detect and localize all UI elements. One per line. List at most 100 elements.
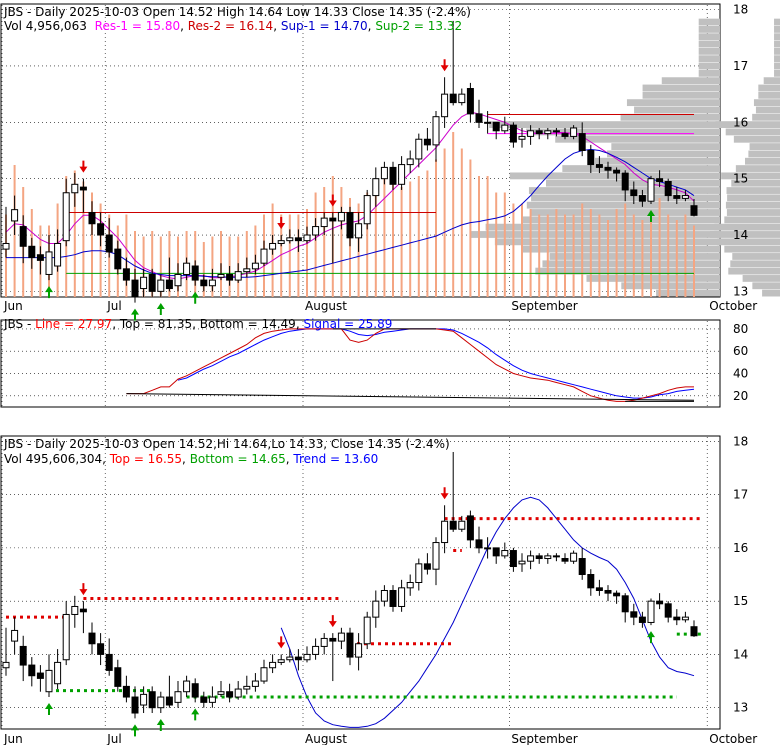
trend-candle-body-36 [312,645,320,655]
volume-profile-bar-14 [528,187,720,194]
volume-bar-16 [142,236,145,297]
volume-profile-bar-9 [485,223,720,231]
price-candle-body-10 [88,211,96,225]
trend-candle-body-13 [114,667,122,687]
sell-arrow-price-1 [277,217,286,230]
trend-candle-body-26 [226,691,234,698]
price-candle-body-74 [638,195,646,202]
volume-bar-74 [641,220,644,297]
volume-profile-edge-9 [714,223,780,231]
volume-profile-bar-18 [595,157,720,165]
trend-candle-body-80 [690,626,698,637]
price-candle-body-0 [2,242,10,250]
volume-bar-60 [521,203,523,297]
price-ytick-label-15: 15 [733,172,748,186]
price-candle-body-59 [509,124,517,143]
volume-profile-bar-10 [521,216,720,224]
volume-profile-bar-16 [509,172,720,180]
trend-ytick-label-14: 14 [733,647,748,661]
price-candle-body-43 [372,178,380,197]
volume-bar-67 [581,203,584,297]
osc-ytick-label-20: 20 [733,389,748,403]
volume-bar-64 [555,209,558,297]
trend-candle-body-6 [54,661,62,685]
volume-profile-bar-1 [621,282,720,290]
trend-candle-body-20 [174,691,182,703]
trend-candle-body-76 [656,600,664,605]
price-candle-body-54 [466,88,474,115]
volume-profile-bar-37 [698,18,720,26]
price-candle-body-50 [432,116,440,146]
trend-candle-body-37 [320,637,328,647]
price-candle-body-61 [527,130,535,137]
volume-bar-37 [323,187,326,297]
trend-candle-body-11 [97,643,105,655]
price-candle-body-9 [79,186,87,191]
trend-candle-body-44 [380,589,388,602]
price-candle-body-55 [475,113,483,123]
osc-sep1: , [112,317,120,331]
price-candle-body-76 [656,178,664,182]
sell-arrow-trend-1 [277,636,286,649]
trend-candle-body-51 [441,520,449,544]
price-candle-body-18 [157,279,165,292]
volume-profile-edge-8 [710,231,780,238]
price-candle-body-49 [423,138,431,146]
price-candle-body-21 [183,262,191,275]
price-candle-body-23 [200,279,208,287]
volume-profile-edge-2 [742,275,780,282]
volume-profile-edge-23 [715,121,780,129]
price-candle-body-17 [148,273,156,292]
volume-bar-34 [297,214,300,297]
price-candle-body-15 [131,279,139,298]
trend-xtick-label-3: September [511,732,577,745]
price-candle-body-44 [380,166,388,180]
volume-bar-52 [452,132,455,297]
price-candle-body-71 [613,169,621,174]
volume-profile-bar-26 [626,99,720,107]
oscillator-trendline [126,393,695,401]
volume-profile-bar-29 [661,77,720,85]
sell-arrow-trend-3 [440,487,449,500]
price-candle-body-72 [621,172,629,191]
volume-bar-79 [684,214,687,297]
price-candle-body-42 [363,195,371,225]
price-xtick-label-3: September [511,299,577,313]
price-candle-body-30 [260,248,268,264]
buy-arrow-price-3 [191,291,200,304]
trend-candle-body-66 [570,552,578,562]
buy-arrow-trend-0 [45,703,53,716]
volume-bar-54 [469,159,472,297]
volume-bar-47 [409,181,412,297]
volume-bar-8 [73,170,76,297]
volume-profile-bar-20 [611,143,720,150]
trend-candle-body-4 [36,672,44,679]
oscillator-header: JBS - Line = 27.97, Top = 81.35, Bottom … [3,317,392,331]
osc-sep2: , [192,317,200,331]
buy-arrow-trend-3 [191,708,200,721]
price-candle-body-31 [269,242,277,250]
trend-candle-body-25 [217,691,225,695]
buy-arrow-price-2 [156,303,165,315]
price-ytick-label-17: 17 [733,59,748,73]
price-candle-body-77 [664,180,672,197]
volume-profile-bar-32 [698,55,720,63]
volume-profile-bar-19 [607,150,720,158]
trend-candle-body-31 [269,661,277,669]
volume-bar-14 [125,214,128,297]
volume-bar-63 [546,214,549,297]
price-xtick-label-1: Jul [106,299,121,313]
trend-candle-body-19 [165,696,173,706]
trend-candle-body-68 [587,574,595,589]
trend-candle-body-57 [492,547,500,557]
trend-ytick-label-15: 15 [733,594,748,608]
price-candle-body-8 [71,183,79,194]
volume-profile-bar-24 [620,113,720,121]
price-candle-body-34 [294,237,302,242]
trend-candle-body-49 [423,563,431,570]
volume-bar-15 [134,231,136,297]
volume-profile-edge-29 [763,77,780,85]
price-candle-body-78 [673,195,681,199]
trend-candle-body-74 [638,616,646,623]
sup2-label: Sup-2 = 13.32 [375,19,462,33]
